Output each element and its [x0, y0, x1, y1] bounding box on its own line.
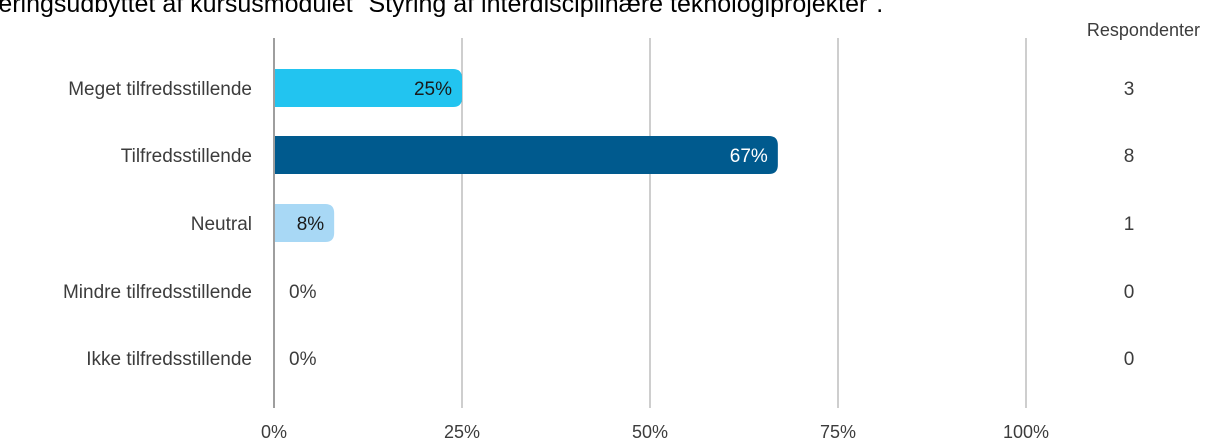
value-label: 67%	[730, 146, 768, 167]
bar	[274, 204, 335, 242]
category-label: Meget tilfredsstillende	[68, 79, 252, 100]
respondent-count: 8	[1124, 146, 1135, 167]
x-tick-label: 25%	[444, 422, 480, 441]
value-label: 8%	[297, 214, 325, 235]
bar	[274, 69, 462, 107]
bar-layer	[273, 38, 778, 408]
category-label: Neutral	[191, 214, 252, 235]
respondent-count: 1	[1124, 214, 1135, 235]
chart-title: æringsudbyttet af kursusmodulet "Styring…	[0, 0, 883, 18]
x-tick-label: 50%	[632, 422, 668, 441]
value-label: 0%	[289, 349, 317, 370]
category-label: Ikke tilfredsstillende	[86, 349, 252, 370]
value-label: 25%	[414, 79, 452, 100]
respondent-count: 0	[1124, 349, 1135, 370]
x-tick-label: 0%	[261, 422, 287, 441]
value-label: 0%	[289, 282, 317, 303]
grid-layer	[461, 38, 1027, 408]
category-label: Mindre tilfredsstillende	[63, 282, 252, 303]
bar	[274, 136, 778, 174]
category-label: Tilfredsstillende	[121, 146, 252, 167]
count-column-header: Respondenter	[1087, 20, 1200, 40]
respondent-count: 3	[1124, 79, 1135, 100]
x-tick-label: 75%	[820, 422, 856, 441]
respondent-count: 0	[1124, 282, 1135, 303]
x-tick-label: 100%	[1003, 422, 1049, 441]
